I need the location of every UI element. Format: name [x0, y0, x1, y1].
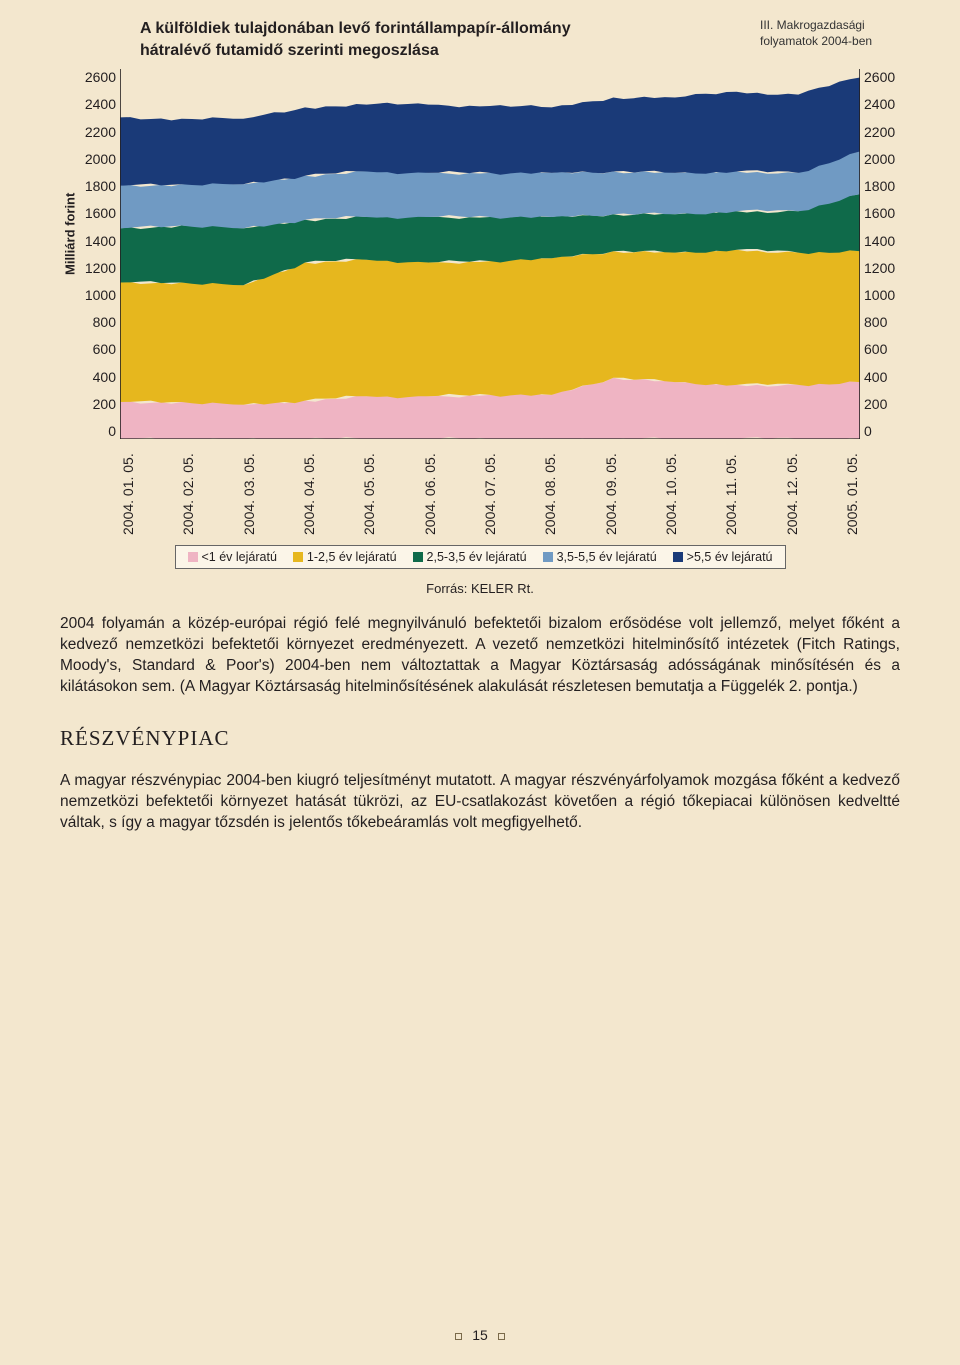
y-axis-label: Milliárd forint [60, 69, 80, 439]
x-ticks: 2004. 01. 05. 2004. 02. 05. 2004. 03. 05. 2… [120, 445, 860, 535]
legend-label: <1 év lejáratú [202, 550, 277, 564]
legend-swatch [543, 552, 553, 562]
y-tick: 1800 [864, 178, 900, 194]
y-ticks-left: 2600240022002000180016001400120010008006… [80, 69, 120, 439]
y-tick: 0 [864, 423, 900, 439]
legend-item: <1 év lejáratú [188, 550, 277, 564]
legend-label: 2,5-3,5 év lejáratú [427, 550, 527, 564]
y-tick: 400 [864, 369, 900, 385]
legend-item: 1-2,5 év lejáratú [293, 550, 397, 564]
y-tick: 1200 [864, 260, 900, 276]
chart-source: Forrás: KELER Rt. [60, 581, 900, 596]
y-tick: 200 [864, 396, 900, 412]
y-tick: 400 [80, 369, 116, 385]
chart-header-row: A külföldiek tulajdonában levő forintáll… [60, 18, 900, 61]
y-tick: 1600 [864, 205, 900, 221]
y-tick: 600 [80, 341, 116, 357]
y-tick: 2000 [864, 151, 900, 167]
legend-swatch [673, 552, 683, 562]
legend-label: 3,5-5,5 év lejáratú [557, 550, 657, 564]
y-tick: 1000 [80, 287, 116, 303]
x-tick: 2005. 01. 05. [844, 445, 860, 535]
page-footer: 15 [0, 1327, 960, 1343]
x-tick: 2004. 03. 05. [241, 445, 257, 535]
x-tick: 2004. 08. 05. [542, 445, 558, 535]
y-tick: 200 [80, 396, 116, 412]
y-tick: 1200 [80, 260, 116, 276]
footer-ornament-left [455, 1333, 462, 1340]
legend-item: 3,5-5,5 év lejáratú [543, 550, 657, 564]
y-tick: 1400 [80, 233, 116, 249]
x-tick: 2004. 10. 05. [663, 445, 679, 535]
y-tick: 1400 [864, 233, 900, 249]
legend-item: >5,5 év lejáratú [673, 550, 773, 564]
chart-legend: <1 év lejáratú 1-2,5 év lejáratú 2,5-3,5 é… [175, 545, 786, 569]
y-tick: 600 [864, 341, 900, 357]
x-tick: 2004. 09. 05. [603, 445, 619, 535]
y-tick: 2400 [864, 96, 900, 112]
footer-ornament-right [498, 1333, 505, 1340]
legend-item: 2,5-3,5 év lejáratú [413, 550, 527, 564]
paragraph-2: A magyar részvénypiac 2004-ben kiugró te… [60, 771, 900, 834]
x-tick: 2004. 12. 05. [784, 445, 800, 535]
legend-label: >5,5 év lejáratú [687, 550, 773, 564]
x-tick: 2004. 04. 05. [301, 445, 317, 535]
y-tick: 2200 [864, 124, 900, 140]
chart-title: A külföldiek tulajdonában levő forintáll… [140, 18, 760, 61]
y-tick: 800 [864, 314, 900, 330]
x-tick: 2004. 07. 05. [482, 445, 498, 535]
y-tick: 1800 [80, 178, 116, 194]
y-tick: 1600 [80, 205, 116, 221]
x-tick: 2004. 05. 05. [361, 445, 377, 535]
x-tick: 2004. 11. 05. [723, 445, 739, 535]
y-tick: 1000 [864, 287, 900, 303]
chart-plot [120, 69, 860, 439]
x-tick: 2004. 02. 05. [180, 445, 196, 535]
legend-swatch [413, 552, 423, 562]
corner-note-line2: folyamatok 2004-ben [760, 34, 872, 48]
chart-title-line2: hátralévő futamidő szerinti megoszlása [140, 42, 439, 59]
y-tick: 2600 [80, 69, 116, 85]
chart-area: Milliárd forint 260024002200200018001600… [60, 69, 900, 439]
y-tick: 2400 [80, 96, 116, 112]
corner-note-line1: III. Makrogazdasági [760, 18, 865, 32]
y-tick: 2600 [864, 69, 900, 85]
paragraph-1: 2004 folyamán a közép-európai régió felé… [60, 614, 900, 698]
chart-title-line1: A külföldiek tulajdonában levő forintáll… [140, 20, 571, 37]
x-tick: 2004. 06. 05. [422, 445, 438, 535]
x-tick: 2004. 01. 05. [120, 445, 136, 535]
legend-label: 1-2,5 év lejáratú [307, 550, 397, 564]
legend-swatch [293, 552, 303, 562]
y-tick: 800 [80, 314, 116, 330]
area-series [120, 78, 860, 186]
corner-note: III. Makrogazdasági folyamatok 2004-ben [760, 18, 900, 49]
legend-swatch [188, 552, 198, 562]
y-tick: 0 [80, 423, 116, 439]
section-heading: RÉSZVÉNYPIAC [60, 726, 900, 751]
page-number: 15 [472, 1327, 488, 1343]
y-tick: 2000 [80, 151, 116, 167]
y-ticks-right: 2600240022002000180016001400120010008006… [860, 69, 900, 439]
y-tick: 2200 [80, 124, 116, 140]
